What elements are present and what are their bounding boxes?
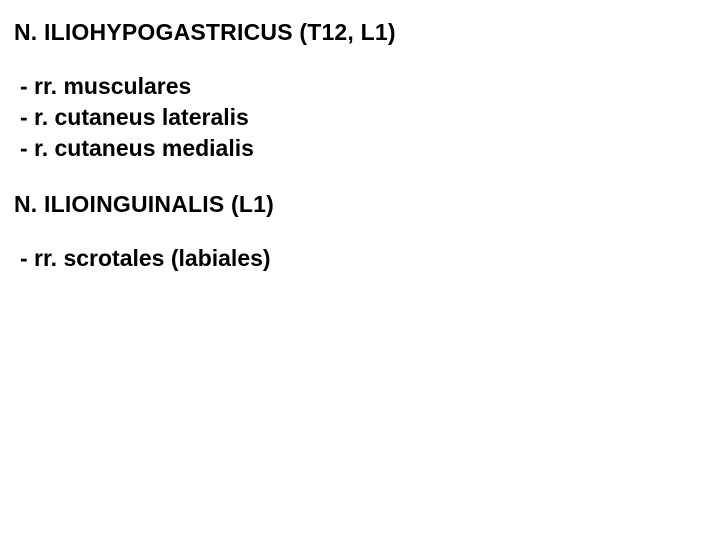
nerve-heading-2: N. ILIOINGUINALIS (L1) xyxy=(14,190,706,219)
branch-list-2: - rr. scrotales (labiales) xyxy=(14,243,706,274)
branch-list-1: - rr. musculares - r. cutaneus lateralis… xyxy=(14,71,706,164)
branch-item: - r. cutaneus medialis xyxy=(20,133,706,164)
nerve-heading-1: N. ILIOHYPOGASTRICUS (T12, L1) xyxy=(14,18,706,47)
branch-item: - rr. scrotales (labiales) xyxy=(20,243,706,274)
slide-content: N. ILIOHYPOGASTRICUS (T12, L1) - rr. mus… xyxy=(14,18,706,274)
branch-item: - rr. musculares xyxy=(20,71,706,102)
branch-item: - r. cutaneus lateralis xyxy=(20,102,706,133)
